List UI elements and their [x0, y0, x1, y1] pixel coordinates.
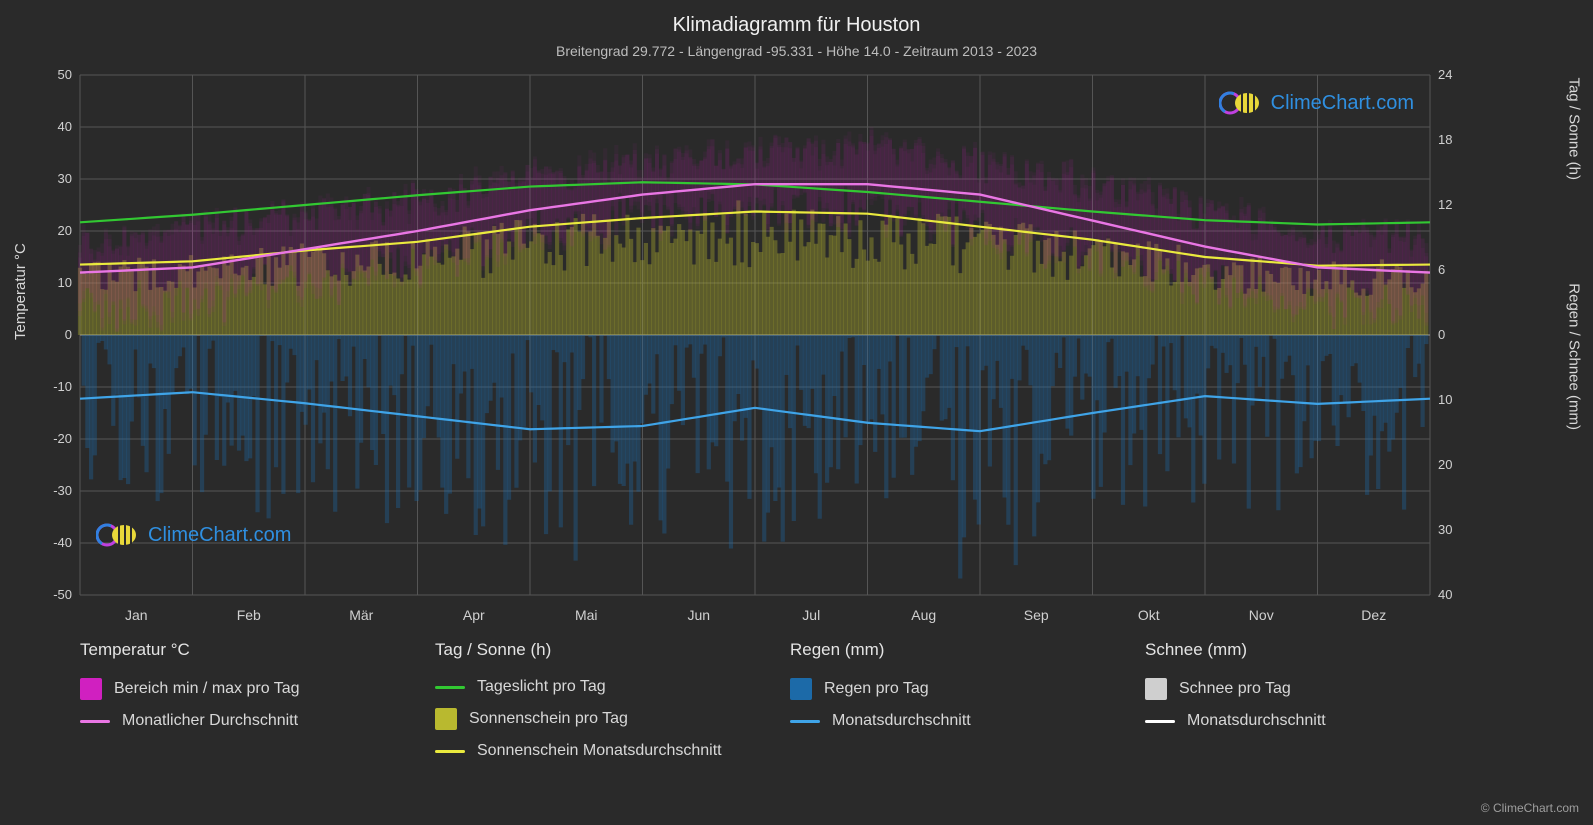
legend-label: Schnee pro Tag [1179, 680, 1291, 698]
legend-item: Bereich min / max pro Tag [80, 678, 415, 700]
legend-label: Monatsdurchschnitt [832, 712, 971, 730]
legend-swatch [435, 750, 465, 753]
y-right-bottom-tick: 30 [1438, 522, 1478, 537]
legend-item: Tageslicht pro Tag [435, 678, 770, 696]
legend-area: Temperatur °C Bereich min / max pro Tag Mo… [80, 640, 1480, 772]
legend-label: Sonnenschein pro Tag [469, 710, 628, 728]
chart-title: Klimadiagramm für Houston [0, 0, 1593, 37]
legend-column: Regen (mm) Regen pro Tag Monatsdurchschnit… [790, 640, 1125, 772]
legend-swatch [435, 708, 457, 730]
legend-swatch [80, 678, 102, 700]
x-month-tick: Jan [125, 607, 148, 623]
legend-swatch [1145, 678, 1167, 700]
x-month-tick: Feb [237, 607, 261, 623]
legend-label: Monatsdurchschnitt [1187, 712, 1326, 730]
legend-column: Tag / Sonne (h) Tageslicht pro Tag Sonnens… [435, 640, 770, 772]
y-left-tick: 20 [32, 223, 72, 238]
y-left-tick: 10 [32, 275, 72, 290]
legend-swatch [790, 720, 820, 723]
legend-swatch [790, 678, 812, 700]
y-left-tick: -40 [32, 535, 72, 550]
x-month-tick: Dez [1361, 607, 1386, 623]
x-month-tick: Mai [575, 607, 598, 623]
chart-subtitle: Breitengrad 29.772 - Längengrad -95.331 … [0, 37, 1593, 59]
chart-svg [80, 75, 1430, 595]
y-right-top-tick: 0 [1438, 327, 1478, 342]
legend-label: Sonnenschein Monatsdurchschnitt [477, 742, 722, 760]
y-right-bottom-tick: 20 [1438, 457, 1478, 472]
x-month-tick: Mär [349, 607, 373, 623]
y-left-tick: -30 [32, 483, 72, 498]
legend-label: Regen pro Tag [824, 680, 929, 698]
x-month-tick: Nov [1249, 607, 1274, 623]
legend-label: Tageslicht pro Tag [477, 678, 606, 696]
copyright-text: © ClimeChart.com [1481, 801, 1579, 815]
y-left-tick: -10 [32, 379, 72, 394]
y-right-bottom-tick: 40 [1438, 587, 1478, 602]
y-axis-right-top-label: Tag / Sonne (h) [1566, 77, 1583, 180]
legend-heading: Temperatur °C [80, 640, 415, 660]
y-left-tick: 0 [32, 327, 72, 342]
legend-column: Schnee (mm) Schnee pro Tag Monatsdurchschn… [1145, 640, 1480, 772]
y-left-tick: -20 [32, 431, 72, 446]
legend-label: Monatlicher Durchschnitt [122, 712, 298, 730]
x-month-tick: Jul [802, 607, 820, 623]
y-right-top-tick: 18 [1438, 132, 1478, 147]
y-axis-right-bottom-label: Regen / Schnee (mm) [1566, 283, 1583, 430]
y-right-top-tick: 12 [1438, 197, 1478, 212]
x-month-tick: Jun [687, 607, 710, 623]
legend-swatch [435, 686, 465, 689]
y-axis-left-label: Temperatur °C [12, 243, 29, 340]
legend-item: Sonnenschein pro Tag [435, 708, 770, 730]
legend-label: Bereich min / max pro Tag [114, 680, 300, 698]
legend-swatch [1145, 720, 1175, 723]
y-left-tick: 40 [32, 119, 72, 134]
y-right-top-tick: 24 [1438, 67, 1478, 82]
y-right-top-tick: 6 [1438, 262, 1478, 277]
x-month-tick: Apr [463, 607, 485, 623]
y-left-tick: -50 [32, 587, 72, 602]
y-left-tick: 50 [32, 67, 72, 82]
legend-heading: Tag / Sonne (h) [435, 640, 770, 660]
x-month-tick: Aug [911, 607, 936, 623]
legend-heading: Schnee (mm) [1145, 640, 1480, 660]
legend-swatch [80, 720, 110, 723]
x-month-tick: Okt [1138, 607, 1160, 623]
legend-item: Sonnenschein Monatsdurchschnitt [435, 742, 770, 760]
legend-column: Temperatur °C Bereich min / max pro Tag Mo… [80, 640, 415, 772]
legend-item: Monatsdurchschnitt [1145, 712, 1480, 730]
legend-item: Schnee pro Tag [1145, 678, 1480, 700]
y-left-tick: 30 [32, 171, 72, 186]
x-month-tick: Sep [1024, 607, 1049, 623]
y-right-bottom-tick: 10 [1438, 392, 1478, 407]
legend-heading: Regen (mm) [790, 640, 1125, 660]
legend-item: Monatlicher Durchschnitt [80, 712, 415, 730]
legend-item: Regen pro Tag [790, 678, 1125, 700]
chart-area: ClimeChart.com ClimeChart.com -50-40-30-… [80, 75, 1430, 595]
legend-item: Monatsdurchschnitt [790, 712, 1125, 730]
